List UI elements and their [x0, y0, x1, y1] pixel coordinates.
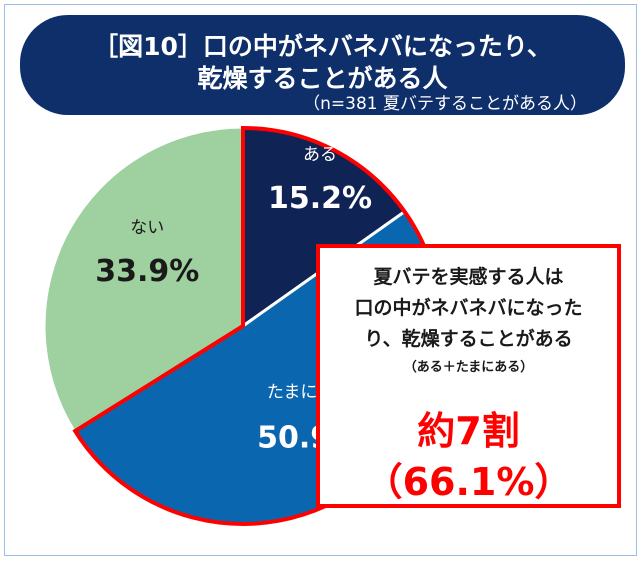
chart-title-line2: 乾燥することがある人 — [197, 64, 448, 93]
sample-note: （n=381 夏バテすることがある人） — [303, 94, 587, 114]
chart-title-line1: ［図10］口の中がネバネバになったり、 — [93, 32, 552, 61]
slice-value-label: 33.9% — [95, 254, 199, 289]
callout-line1: 夏バテを実感する人は — [373, 266, 564, 288]
slice-value-label: 15.2% — [268, 181, 372, 216]
callout-line3: り、乾燥することがある — [364, 328, 573, 350]
callout-note: （ある＋たまにある） — [403, 360, 534, 375]
callout-headline: 約7割 — [417, 409, 520, 453]
callout-text: 夏バテを実感する人は 口の中がネバネバになった り、乾燥することがある — [320, 262, 617, 355]
chart-frame — [4, 4, 637, 556]
callout-line2: 口の中がネバネバになった — [354, 297, 583, 319]
slice-label: ある — [303, 145, 337, 165]
title-banner: ［図10］口の中がネバネバになったり、 乾燥することがある人 （n=381 夏バ… — [20, 15, 625, 115]
callout-value: （66.1%） — [364, 460, 573, 504]
callout-box: 夏バテを実感する人は 口の中がネバネバになった り、乾燥することがある （ある＋… — [316, 244, 621, 508]
slice-label: ない — [130, 218, 164, 238]
